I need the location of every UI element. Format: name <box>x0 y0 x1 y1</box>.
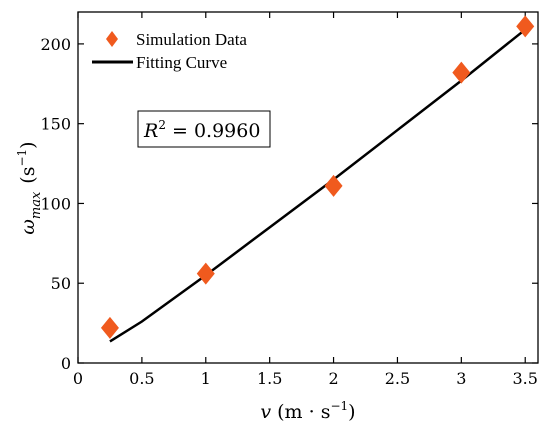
y-tick-label: 50 <box>51 274 71 293</box>
y-axis-title: ωmax(s−1) <box>15 141 44 234</box>
x-tick-label: 2.5 <box>385 369 410 388</box>
legend: Simulation Data Fitting Curve <box>92 30 247 72</box>
y-tick-label: 150 <box>40 115 71 134</box>
x-axis-title: v (m · s−1) <box>260 399 355 423</box>
data-point <box>100 316 119 339</box>
data-point <box>196 262 215 285</box>
x-tick-label: 3.5 <box>512 369 537 388</box>
r-squared-annotation: R2 = 0.9960 <box>137 110 271 148</box>
x-tick-label: 0 <box>73 369 83 388</box>
y-tick-label: 200 <box>40 35 71 54</box>
plot-frame <box>77 11 539 364</box>
y-tick-label: 0 <box>61 354 71 373</box>
y-tick-label: 100 <box>40 194 71 213</box>
legend-label-fitting: Fitting Curve <box>136 53 227 72</box>
x-tick-label: 1.5 <box>257 369 282 388</box>
series-layer <box>100 15 535 343</box>
x-tick-label: 3 <box>456 369 466 388</box>
annotation-box <box>137 110 271 148</box>
data-point <box>516 15 535 38</box>
x-tick-label: 1 <box>201 369 211 388</box>
fitting-curve-line <box>109 28 527 343</box>
legend-marker-simulation <box>106 31 118 47</box>
x-tick-label: 0.5 <box>129 369 154 388</box>
y-axis-ticks: 0 50 100 150 200 <box>40 35 538 373</box>
legend-label-simulation: Simulation Data <box>136 30 247 49</box>
x-axis-ticks: 0 0.5 1 1.5 2 2.5 3 3.5 <box>73 12 538 388</box>
x-tick-label: 2 <box>328 369 338 388</box>
annotation-text: R2 = 0.9960 <box>143 118 260 142</box>
data-point <box>452 61 471 84</box>
data-point <box>324 174 343 197</box>
